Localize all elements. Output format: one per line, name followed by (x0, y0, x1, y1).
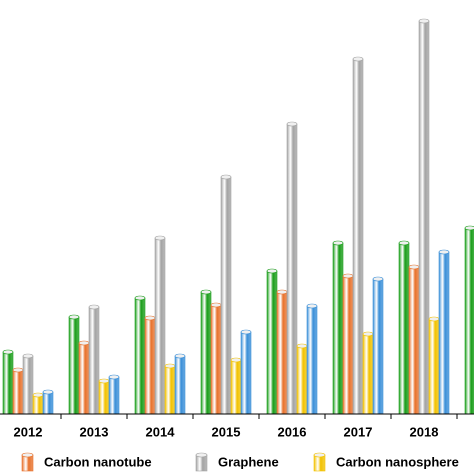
bar-cap (276, 289, 288, 295)
bar-cap (296, 343, 308, 349)
bar-cap (42, 389, 54, 395)
bar (362, 333, 374, 415)
bar (276, 291, 288, 415)
legend-label: Carbon nanosphere (336, 454, 459, 469)
bar-cap (306, 303, 318, 309)
bar-cap (134, 295, 146, 301)
bar-cap (2, 349, 14, 355)
bar-cap (98, 378, 110, 384)
legend-swatch (21, 454, 34, 472)
legend-label: Graphene (218, 454, 279, 469)
bar (42, 391, 54, 415)
legend-swatch-cap (21, 452, 34, 458)
bar (220, 176, 232, 415)
bar-cap (108, 374, 120, 380)
bar (398, 242, 410, 415)
legend-swatch-cap (313, 452, 326, 458)
bar-cap (418, 18, 430, 24)
bar-cap (362, 331, 374, 337)
bar-cap (342, 273, 354, 279)
bar-cap (464, 225, 474, 231)
bar (32, 394, 44, 415)
bar-cap (266, 268, 278, 274)
bar (88, 306, 100, 415)
bar-cap (12, 367, 24, 373)
x-tick-label: 2013 (80, 424, 109, 439)
x-tick-label: 2017 (344, 424, 373, 439)
bar (408, 266, 420, 415)
bar-cap (398, 240, 410, 246)
bar (22, 355, 34, 415)
bar (342, 275, 354, 415)
bar (230, 359, 242, 415)
bar-cap (154, 235, 166, 241)
bar (306, 305, 318, 415)
bar (174, 355, 186, 415)
bar (108, 376, 120, 415)
bar-cap (230, 357, 242, 363)
bar (134, 297, 146, 415)
x-tick-label: 2016 (278, 424, 307, 439)
bar (372, 278, 384, 415)
legend-swatch (195, 454, 208, 472)
bar (286, 123, 298, 415)
bar (332, 242, 344, 415)
bar (164, 365, 176, 415)
bar (296, 345, 308, 415)
bar-cap (78, 340, 90, 346)
bar-cap (164, 363, 176, 369)
bar-cap (372, 276, 384, 282)
bar (240, 331, 252, 415)
bar-cap (22, 353, 34, 359)
bar (78, 342, 90, 415)
bar (210, 304, 222, 415)
bar-cap (88, 304, 100, 310)
bar-cap (428, 316, 440, 322)
bar (12, 369, 24, 415)
x-tick-label: 2015 (212, 424, 241, 439)
x-tick-label: 2012 (14, 424, 43, 439)
bar-cap (408, 264, 420, 270)
bar-cap (200, 289, 212, 295)
bar (418, 20, 430, 415)
x-tick-label: 2014 (146, 424, 176, 439)
bar-cap (32, 392, 44, 398)
bar (154, 237, 166, 415)
bar (200, 291, 212, 415)
bar (144, 317, 156, 415)
legend-swatch (313, 454, 326, 472)
x-tick-label: 2018 (410, 424, 439, 439)
legend-swatch-cap (195, 452, 208, 458)
bar (98, 380, 110, 415)
bar (464, 227, 474, 415)
bar (266, 270, 278, 415)
bar-cap (352, 56, 364, 62)
bar-cap (438, 249, 450, 255)
bar-cap (210, 302, 222, 308)
bar-cap (332, 240, 344, 246)
legend-label: Carbon nanotube (44, 454, 152, 469)
bar-cap (68, 314, 80, 320)
bar-cap (240, 329, 252, 335)
bar (438, 251, 450, 415)
bar (352, 58, 364, 415)
bar (2, 351, 14, 415)
bar-cap (286, 121, 298, 127)
bar-cap (144, 315, 156, 321)
bar (428, 318, 440, 415)
bar-cap (220, 174, 232, 180)
bar (68, 316, 80, 415)
bar-cap (174, 353, 186, 359)
